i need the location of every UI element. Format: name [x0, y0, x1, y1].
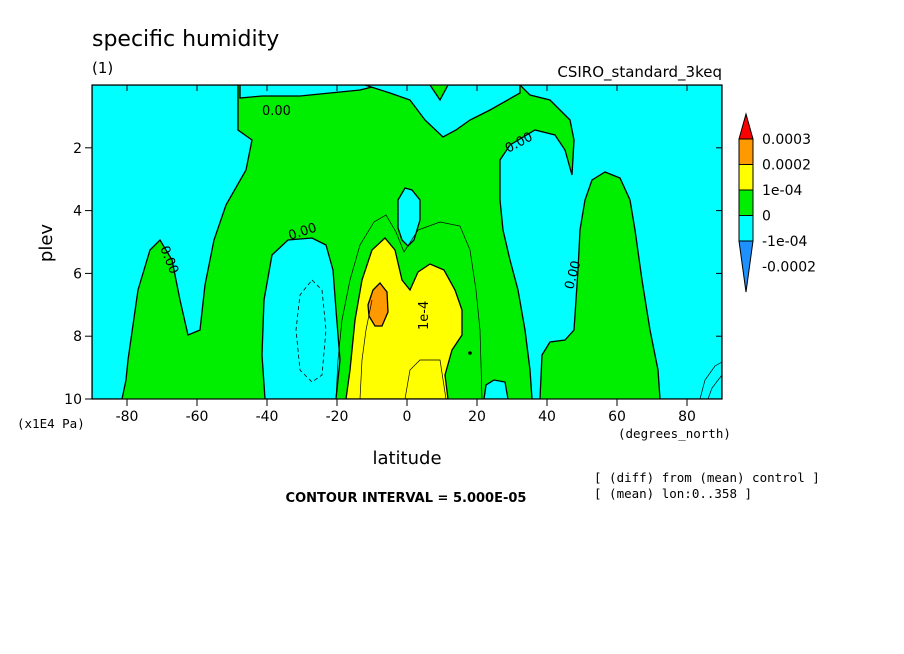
- contour-label: 1e-4: [417, 301, 432, 330]
- x-tick-label: 40: [538, 409, 556, 425]
- chart-subtitle: (1): [92, 59, 113, 77]
- colorbar-label: -1e-04: [762, 234, 808, 250]
- y-tick-label: 10: [64, 392, 82, 408]
- note-diff: [ (diff) from (mean) control ]: [594, 470, 820, 485]
- x-tick-label: -20: [326, 409, 349, 425]
- colorbar-label: 0: [762, 209, 771, 225]
- negative-region-top-mid: [364, 85, 521, 138]
- negative-region-west: [92, 85, 381, 399]
- x-axis-units: (degrees_north): [618, 426, 731, 441]
- colorbar-swatch: [738, 112, 754, 140]
- interior-contours: [335, 214, 722, 399]
- y-axis: 2 4 6 8 10: [64, 141, 722, 408]
- contour-field: 0.00 0.00 0.00 0.00 0.00 1e-4: [92, 85, 722, 399]
- x-tick-label: 20: [468, 409, 486, 425]
- negative-region-top-right: [499, 85, 722, 399]
- colorbar-swatch: [738, 138, 754, 165]
- colorbar: 0.0003 0.0002 1e-04 0 -1e-04 -0.0002: [738, 112, 816, 293]
- contour-interval: CONTOUR INTERVAL = 5.000E-05: [286, 491, 527, 506]
- negative-region-southmid: [261, 237, 341, 399]
- y-tick-label: 2: [73, 141, 82, 157]
- colorbar-label: 1e-04: [762, 183, 802, 199]
- y-tick-label: 4: [73, 204, 82, 220]
- model-label: CSIRO_standard_3keq: [557, 63, 722, 82]
- x-tick-label: 60: [608, 409, 626, 425]
- colorbar-label: 0.0002: [762, 158, 811, 174]
- negative-region-south-pocket: [483, 379, 509, 399]
- y-axis-units: (x1E4 Pa): [17, 416, 85, 431]
- y-tick-label: 8: [73, 329, 82, 345]
- chart-title: specific humidity: [92, 27, 279, 52]
- dashed-contour: [295, 279, 327, 383]
- x-tick-label: -80: [116, 409, 139, 425]
- x-tick-label: -60: [186, 409, 209, 425]
- colorbar-swatch: [738, 189, 754, 216]
- y-axis-label: plev: [36, 224, 57, 263]
- x-tick-label: 80: [678, 409, 696, 425]
- contour-dot: [468, 351, 472, 355]
- negative-region-equator-top: [397, 187, 421, 247]
- positive-region-yellow: [345, 237, 463, 399]
- colorbar-swatch: [738, 215, 754, 242]
- x-axis: -80 -60 -40 -20 0 20 40 60 80: [116, 85, 696, 425]
- colorbar-swatch: [738, 164, 754, 191]
- colorbar-label: -0.0002: [762, 260, 816, 276]
- x-tick-label: -40: [256, 409, 279, 425]
- positive-region-orange: [367, 282, 389, 327]
- x-tick-label: 0: [403, 409, 412, 425]
- colorbar-swatch: [738, 240, 754, 293]
- note-mean: [ (mean) lon:0..358 ]: [594, 486, 752, 501]
- contour-label: 0.00: [562, 259, 584, 291]
- y-tick-label: 6: [73, 266, 82, 282]
- contour-label: 0.00: [262, 104, 291, 119]
- x-axis-label: latitude: [372, 448, 441, 469]
- colorbar-label: 0.0003: [762, 132, 811, 148]
